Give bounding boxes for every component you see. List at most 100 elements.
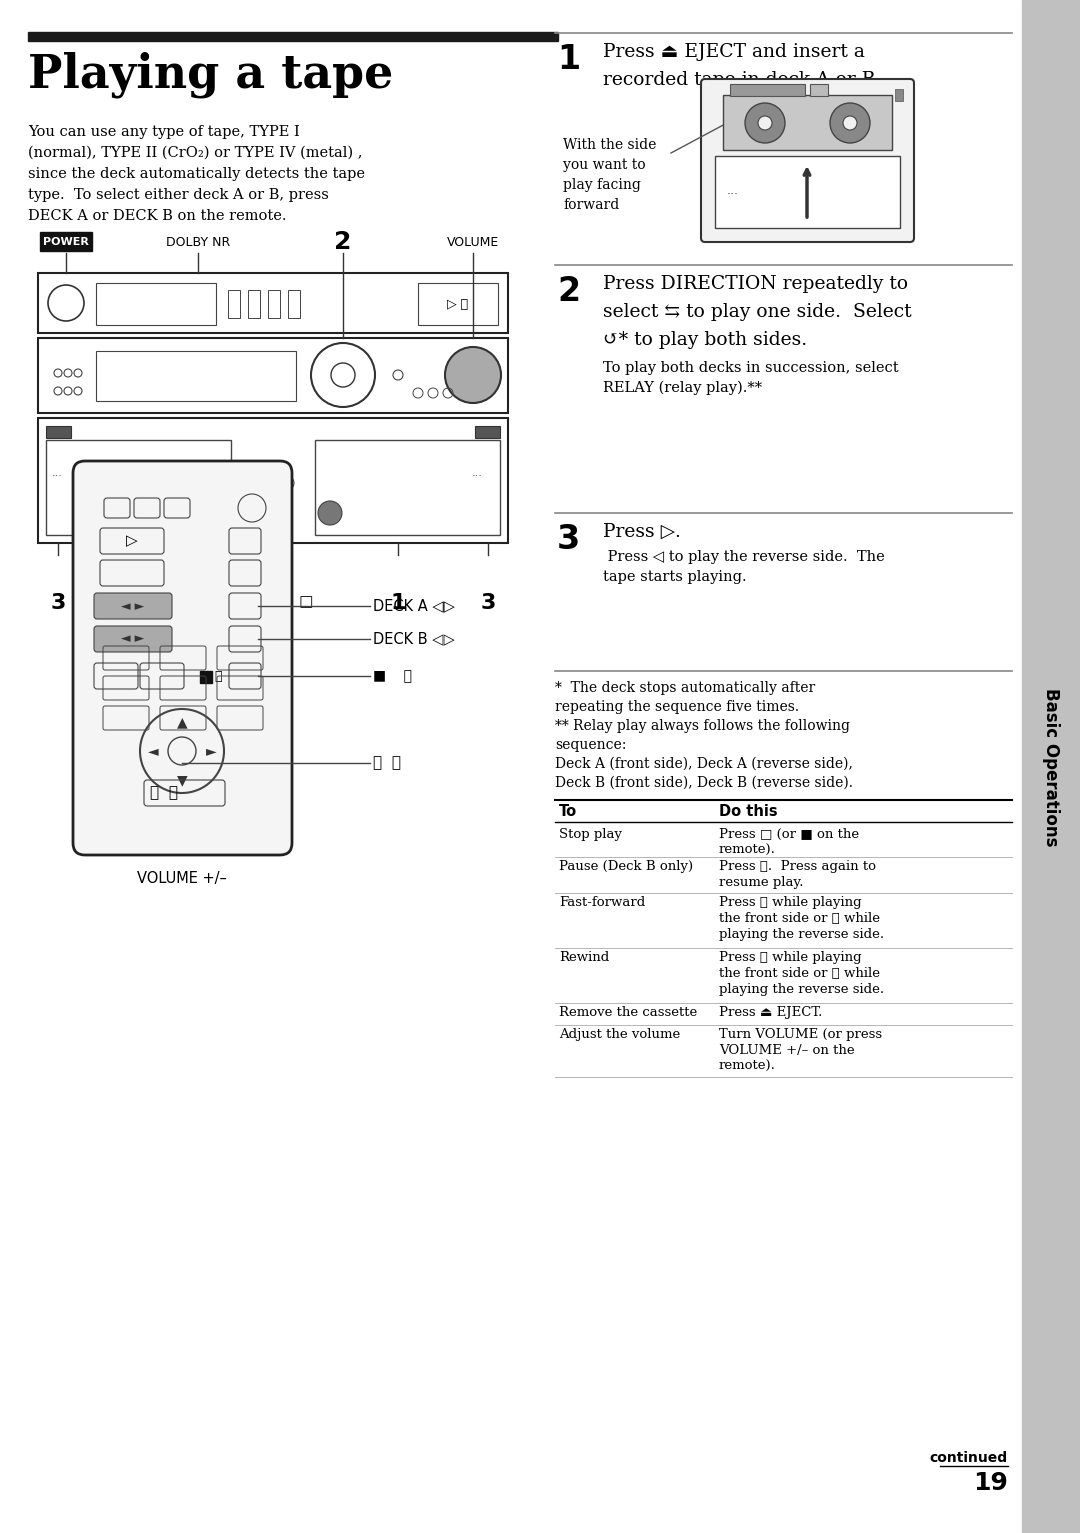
Text: To: To	[559, 803, 577, 819]
Bar	[315, 440, 500, 535]
Text: ◄: ◄	[148, 744, 159, 757]
Text: Press DIRECTION repeatedly to: Press DIRECTION repeatedly to	[603, 274, 908, 293]
Text: remote).: remote).	[719, 1059, 775, 1073]
FancyBboxPatch shape	[94, 625, 172, 652]
Bar	[268, 290, 280, 317]
FancyBboxPatch shape	[701, 80, 914, 242]
Bar	[723, 95, 892, 150]
Text: Rewind: Rewind	[559, 950, 609, 964]
Text: forward: forward	[563, 198, 619, 212]
Text: ■    ⏸: ■ ⏸	[373, 668, 411, 684]
Text: Press □ (or ■ on the: Press □ (or ■ on the	[719, 828, 859, 842]
Bar	[730, 84, 805, 97]
Text: Press ⏸.  Press again to: Press ⏸. Press again to	[719, 860, 876, 872]
Text: Playing a tape: Playing a tape	[28, 51, 393, 98]
Text: Deck A (front side), Deck A (reverse side),: Deck A (front side), Deck A (reverse sid…	[555, 757, 853, 771]
Text: ↺* to play both sides.: ↺* to play both sides.	[603, 331, 807, 350]
Bar	[895, 89, 903, 101]
Text: recorded tape in deck A or B.: recorded tape in deck A or B.	[603, 71, 881, 89]
Circle shape	[745, 103, 785, 143]
FancyBboxPatch shape	[73, 461, 292, 855]
Bar	[715, 156, 900, 228]
Text: 2: 2	[557, 274, 580, 308]
Text: Press ▷.: Press ▷.	[603, 523, 680, 541]
Text: the front side or ⏩ while: the front side or ⏩ while	[719, 967, 880, 980]
Circle shape	[758, 117, 772, 130]
Text: ▲: ▲	[177, 714, 187, 730]
Text: 3: 3	[51, 593, 66, 613]
Text: ◄ ►: ◄ ►	[121, 633, 145, 645]
Bar	[248, 290, 260, 317]
Text: ...: ...	[472, 468, 483, 478]
Bar	[288, 290, 300, 317]
Bar	[810, 84, 828, 97]
Text: RELAY (relay play).**: RELAY (relay play).**	[603, 382, 762, 396]
Text: ◄ ►: ◄ ►	[121, 599, 145, 613]
Bar	[96, 351, 296, 402]
Text: play facing: play facing	[563, 178, 640, 192]
Text: VOLUME +/– on the: VOLUME +/– on the	[719, 1044, 854, 1056]
Text: DECK A ◁▷: DECK A ◁▷	[373, 598, 455, 613]
Text: 1: 1	[557, 43, 580, 77]
Text: the front side or ⏪ while: the front side or ⏪ while	[719, 912, 880, 924]
Circle shape	[831, 103, 870, 143]
Text: (normal), TYPE II (CrO₂) or TYPE IV (metal) ,: (normal), TYPE II (CrO₂) or TYPE IV (met…	[28, 146, 363, 159]
Text: *  The deck stops automatically after: * The deck stops automatically after	[555, 681, 815, 694]
Bar	[200, 671, 212, 684]
Circle shape	[445, 346, 501, 403]
Text: VOLUME: VOLUME	[447, 236, 499, 248]
Text: ⏸: ⏸	[214, 670, 221, 682]
Bar	[46, 440, 231, 535]
Circle shape	[843, 117, 858, 130]
Text: DECK A or DECK B on the remote.: DECK A or DECK B on the remote.	[28, 208, 286, 222]
Text: 1: 1	[390, 593, 406, 613]
Text: To play both decks in succession, select: To play both decks in succession, select	[603, 360, 899, 376]
Bar	[96, 284, 216, 325]
Text: since the deck automatically detects the tape: since the deck automatically detects the…	[28, 167, 365, 181]
Text: ▼: ▼	[177, 773, 187, 786]
Text: DOLBY NR: DOLBY NR	[166, 236, 230, 248]
Text: select ⇆ to play one side.  Select: select ⇆ to play one side. Select	[603, 304, 912, 320]
Text: Remove the cassette: Remove the cassette	[559, 1006, 698, 1019]
Text: DECK B ◁▷: DECK B ◁▷	[373, 632, 455, 647]
FancyBboxPatch shape	[94, 593, 172, 619]
Text: Deck B (front side), Deck B (reverse side).: Deck B (front side), Deck B (reverse sid…	[555, 776, 853, 789]
Text: continued: continued	[930, 1452, 1008, 1466]
Bar	[38, 273, 508, 333]
Text: Press ⏏ EJECT.: Press ⏏ EJECT.	[719, 1006, 822, 1019]
Text: remote).: remote).	[719, 845, 775, 857]
Text: Turn VOLUME (or press: Turn VOLUME (or press	[719, 1029, 882, 1041]
Text: With the side: With the side	[563, 138, 657, 152]
Text: ▷ ⏸: ▷ ⏸	[447, 297, 469, 311]
Bar	[38, 337, 508, 412]
Text: Fast-forward: Fast-forward	[559, 895, 645, 909]
Bar	[40, 231, 92, 251]
Text: ►: ►	[205, 744, 216, 757]
Text: 2: 2	[335, 230, 352, 254]
Text: Adjust the volume: Adjust the volume	[559, 1029, 680, 1041]
Text: 3: 3	[557, 523, 580, 556]
Text: □  ⏪/⏩  ⏸  □: □ ⏪/⏩ ⏸ □	[222, 593, 313, 609]
Text: ⏪  ⏩: ⏪ ⏩	[373, 756, 401, 771]
Text: Do this: Do this	[719, 803, 778, 819]
Bar	[38, 419, 508, 543]
Text: ...: ...	[52, 468, 63, 478]
Text: sequence:: sequence:	[555, 737, 626, 753]
Circle shape	[204, 501, 228, 524]
Text: 3: 3	[481, 593, 496, 613]
Bar	[1022, 0, 1080, 1533]
Text: tape starts playing.: tape starts playing.	[603, 570, 746, 584]
Text: 1: 1	[140, 593, 156, 613]
Text: ⏪  ⏩: ⏪ ⏩	[150, 785, 178, 800]
Text: Basic Operations: Basic Operations	[1042, 688, 1059, 846]
Text: 19: 19	[973, 1472, 1008, 1495]
Text: Stop play: Stop play	[559, 828, 622, 842]
Text: Pause (Deck B only): Pause (Deck B only)	[559, 860, 693, 872]
Text: playing the reverse side.: playing the reverse side.	[719, 927, 885, 941]
Bar	[46, 426, 71, 438]
Text: Press ⏩ while playing: Press ⏩ while playing	[719, 895, 862, 909]
Text: VOLUME +/–: VOLUME +/–	[137, 871, 227, 886]
Text: resume play.: resume play.	[719, 875, 804, 889]
Text: ▷: ▷	[126, 533, 138, 549]
Bar	[475, 426, 500, 438]
